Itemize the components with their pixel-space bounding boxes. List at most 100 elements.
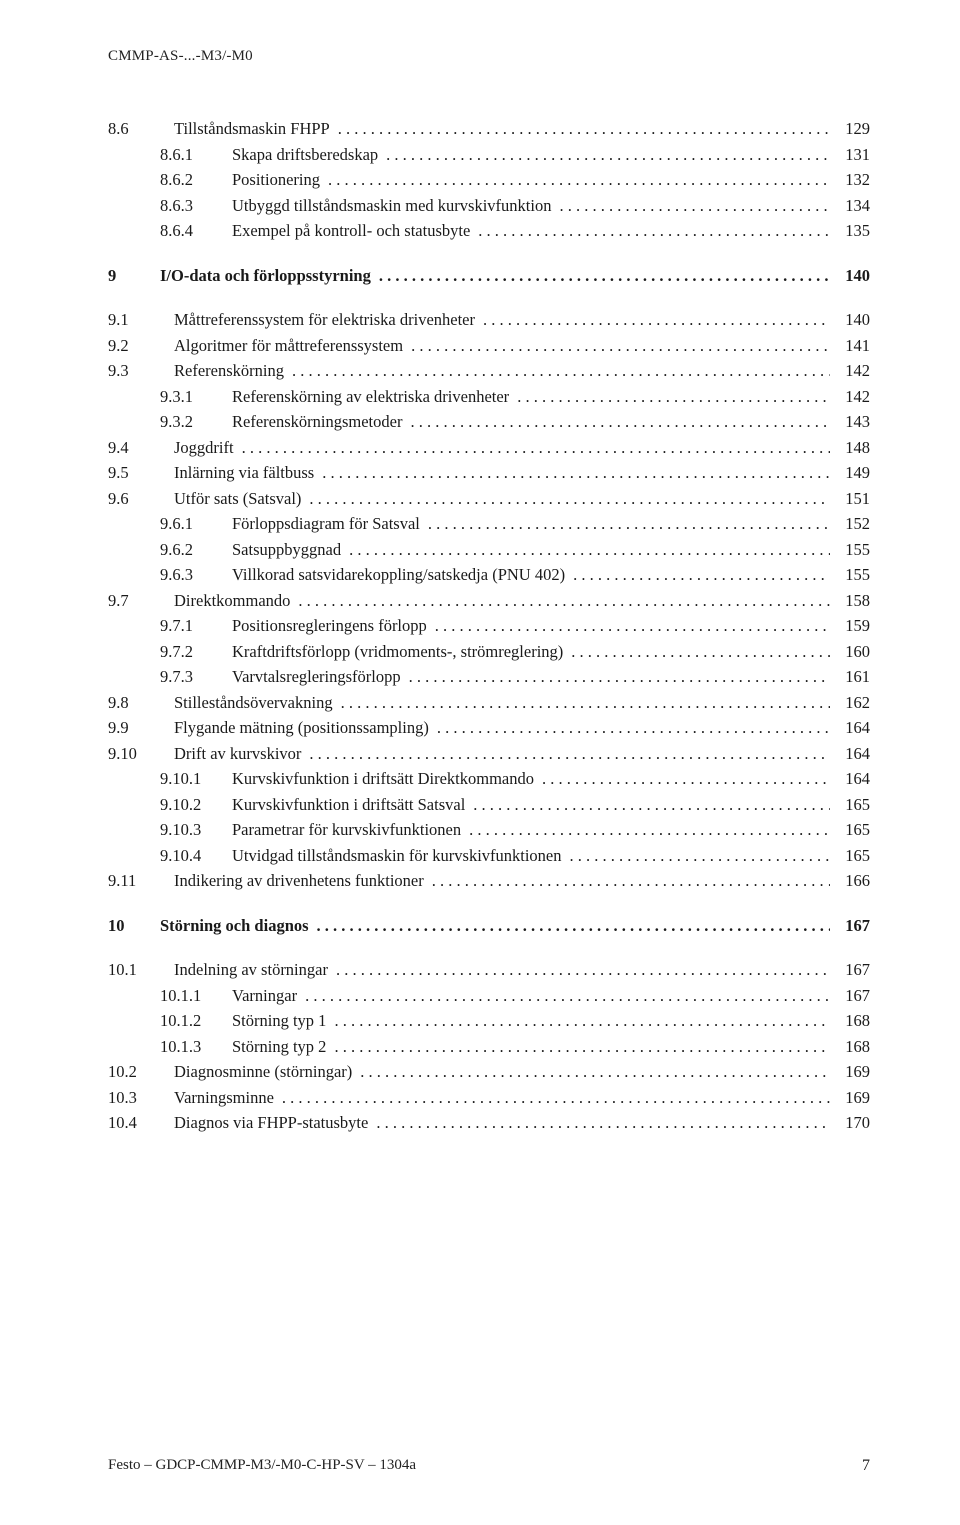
toc-entry-page: 167: [830, 918, 870, 935]
toc-entry-page: 151: [830, 491, 870, 508]
toc-entry-label: Varningar: [232, 988, 301, 1005]
toc-entry-label: Tillståndsmaskin FHPP: [174, 121, 334, 138]
toc-leader-dots: [288, 363, 830, 380]
toc-entry-number: 9.10.3: [160, 822, 232, 839]
toc-block: 8.6Tillståndsmaskin FHPP129 8.6.1Skapa dr…: [108, 121, 870, 240]
toc-row: 8.6Tillståndsmaskin FHPP129: [108, 121, 870, 138]
toc-entry-page: 148: [830, 440, 870, 457]
toc-leader-dots: [318, 465, 830, 482]
toc-entry-number: 10: [108, 918, 160, 935]
toc-entry-number: 9.11: [108, 873, 174, 890]
toc-entry-label: Referenskörningsmetoder: [232, 414, 406, 431]
toc-leader-dots: [407, 338, 830, 355]
toc-entry-number: 9.7.1: [160, 618, 232, 635]
toc-entry-page: 132: [830, 172, 870, 189]
toc-entry-label: Skapa driftsberedskap: [232, 147, 382, 164]
toc-entry-number: 8.6.4: [160, 223, 232, 240]
toc-entry-page: 158: [830, 593, 870, 610]
toc-leader-dots: [405, 669, 830, 686]
toc-entry-number: 9.10.1: [160, 771, 232, 788]
toc-entry-page: 135: [830, 223, 870, 240]
toc-entry-label: Joggdrift: [174, 440, 238, 457]
toc-leader-dots: [372, 1115, 830, 1132]
toc-entry-page: 149: [830, 465, 870, 482]
toc-row: 9.6.1Förloppsdiagram för Satsval 152: [108, 516, 870, 533]
toc-entry-page: 140: [830, 268, 870, 285]
toc-leader-dots: [238, 440, 830, 457]
toc-block: 10Störning och diagnos 167: [108, 918, 870, 935]
toc-row: 9.8Stilleståndsövervakning162: [108, 695, 870, 712]
toc-entry-page: 164: [830, 771, 870, 788]
toc-row: 9.7.3Varvtalsregleringsförlopp 161: [108, 669, 870, 686]
toc-row: 10.1.3Störning typ 2168: [108, 1039, 870, 1056]
toc-entry-label: Villkorad satsvidarekoppling/satskedja (…: [232, 567, 569, 584]
toc-entry-number: 9.6.2: [160, 542, 232, 559]
toc-entry-label: Varvtalsregleringsförlopp: [232, 669, 405, 686]
toc-entry-number: 9: [108, 268, 160, 285]
toc-entry-number: 8.6.2: [160, 172, 232, 189]
toc-leader-dots: [301, 988, 830, 1005]
toc-row: 9.11Indikering av drivenhetens funktione…: [108, 873, 870, 890]
toc-leader-dots: [305, 491, 830, 508]
toc-entry-label: Utvidgad tillståndsmaskin för kurvskivfu…: [232, 848, 566, 865]
toc-entry-number: 9.7.3: [160, 669, 232, 686]
toc-entry-label: Referenskörning av elektriska drivenhete…: [232, 389, 513, 406]
toc-leader-dots: [479, 312, 830, 329]
toc-entry-number: 8.6: [108, 121, 174, 138]
toc-entry-page: 169: [830, 1090, 870, 1107]
toc-leader-dots: [538, 771, 830, 788]
toc-row: 10.1.2Störning typ 1168: [108, 1013, 870, 1030]
toc-entry-number: 9.10.4: [160, 848, 232, 865]
toc-row: 9.9Flygande mätning (positionssampling)1…: [108, 720, 870, 737]
toc-entry-page: 152: [830, 516, 870, 533]
toc-entry-label: Algoritmer för måttreferenssystem: [174, 338, 407, 355]
toc-entry-page: 134: [830, 198, 870, 215]
toc-entry-label: Störning och diagnos: [160, 918, 313, 935]
toc-leader-dots: [305, 746, 830, 763]
toc-entry-label: Stilleståndsövervakning: [174, 695, 337, 712]
toc-entry-label: Referenskörning: [174, 363, 288, 380]
toc-entry-label: Parametrar för kurvskivfunktionen: [232, 822, 465, 839]
toc-entry-label: Positionsregleringens förlopp: [232, 618, 431, 635]
toc-leader-dots: [555, 198, 830, 215]
toc-leader-dots: [569, 567, 830, 584]
toc-entry-number: 9.10: [108, 746, 174, 763]
toc-row: 9.3.1Referenskörning av elektriska drive…: [108, 389, 870, 406]
toc-entry-page: 161: [830, 669, 870, 686]
toc-row: 9.10.1Kurvskivfunktion i driftsätt Direk…: [108, 771, 870, 788]
toc-entry-number: 9.2: [108, 338, 174, 355]
toc-row: 9.6Utför sats (Satsval)151: [108, 491, 870, 508]
toc-leader-dots: [428, 873, 830, 890]
toc-entry-label: Positionering: [232, 172, 324, 189]
toc-entry-number: 10.4: [108, 1115, 174, 1132]
toc-entry-page: 162: [830, 695, 870, 712]
toc-entry-page: 168: [830, 1039, 870, 1056]
toc-leader-dots: [324, 172, 830, 189]
table-of-contents: 8.6Tillståndsmaskin FHPP129 8.6.1Skapa dr…: [108, 121, 870, 1132]
toc-entry-page: 143: [830, 414, 870, 431]
toc-entry-label: Kurvskivfunktion i driftsätt Direktkomma…: [232, 771, 538, 788]
toc-entry-number: 9.4: [108, 440, 174, 457]
doc-header: CMMP-AS-...-M3/-M0: [108, 48, 870, 65]
toc-leader-dots: [431, 618, 830, 635]
toc-entry-number: 10.3: [108, 1090, 174, 1107]
toc-entry-label: Förloppsdiagram för Satsval: [232, 516, 424, 533]
toc-entry-number: 9.7: [108, 593, 174, 610]
toc-row: 9.10.4Utvidgad tillståndsmaskin för kurv…: [108, 848, 870, 865]
toc-leader-dots: [566, 848, 830, 865]
toc-entry-label: Utför sats (Satsval): [174, 491, 305, 508]
toc-entry-number: 9.6.3: [160, 567, 232, 584]
toc-entry-page: 165: [830, 848, 870, 865]
toc-entry-label: I/O-data och förloppsstyrning: [160, 268, 375, 285]
toc-entry-label: Satsuppbyggnad: [232, 542, 345, 559]
toc-row: 8.6.1Skapa driftsberedskap131: [108, 147, 870, 164]
toc-row: 9.6.2Satsuppbyggnad155: [108, 542, 870, 559]
toc-entry-number: 9.6.1: [160, 516, 232, 533]
toc-entry-label: Flygande mätning (positionssampling): [174, 720, 433, 737]
toc-row: 9I/O-data och förloppsstyrning 140: [108, 268, 870, 285]
toc-entry-number: 9.10.2: [160, 797, 232, 814]
toc-entry-number: 9.3.2: [160, 414, 232, 431]
toc-entry-number: 10.1: [108, 962, 174, 979]
toc-row: 10.4Diagnos via FHPP-statusbyte170: [108, 1115, 870, 1132]
toc-entry-label: Indelning av störningar: [174, 962, 332, 979]
